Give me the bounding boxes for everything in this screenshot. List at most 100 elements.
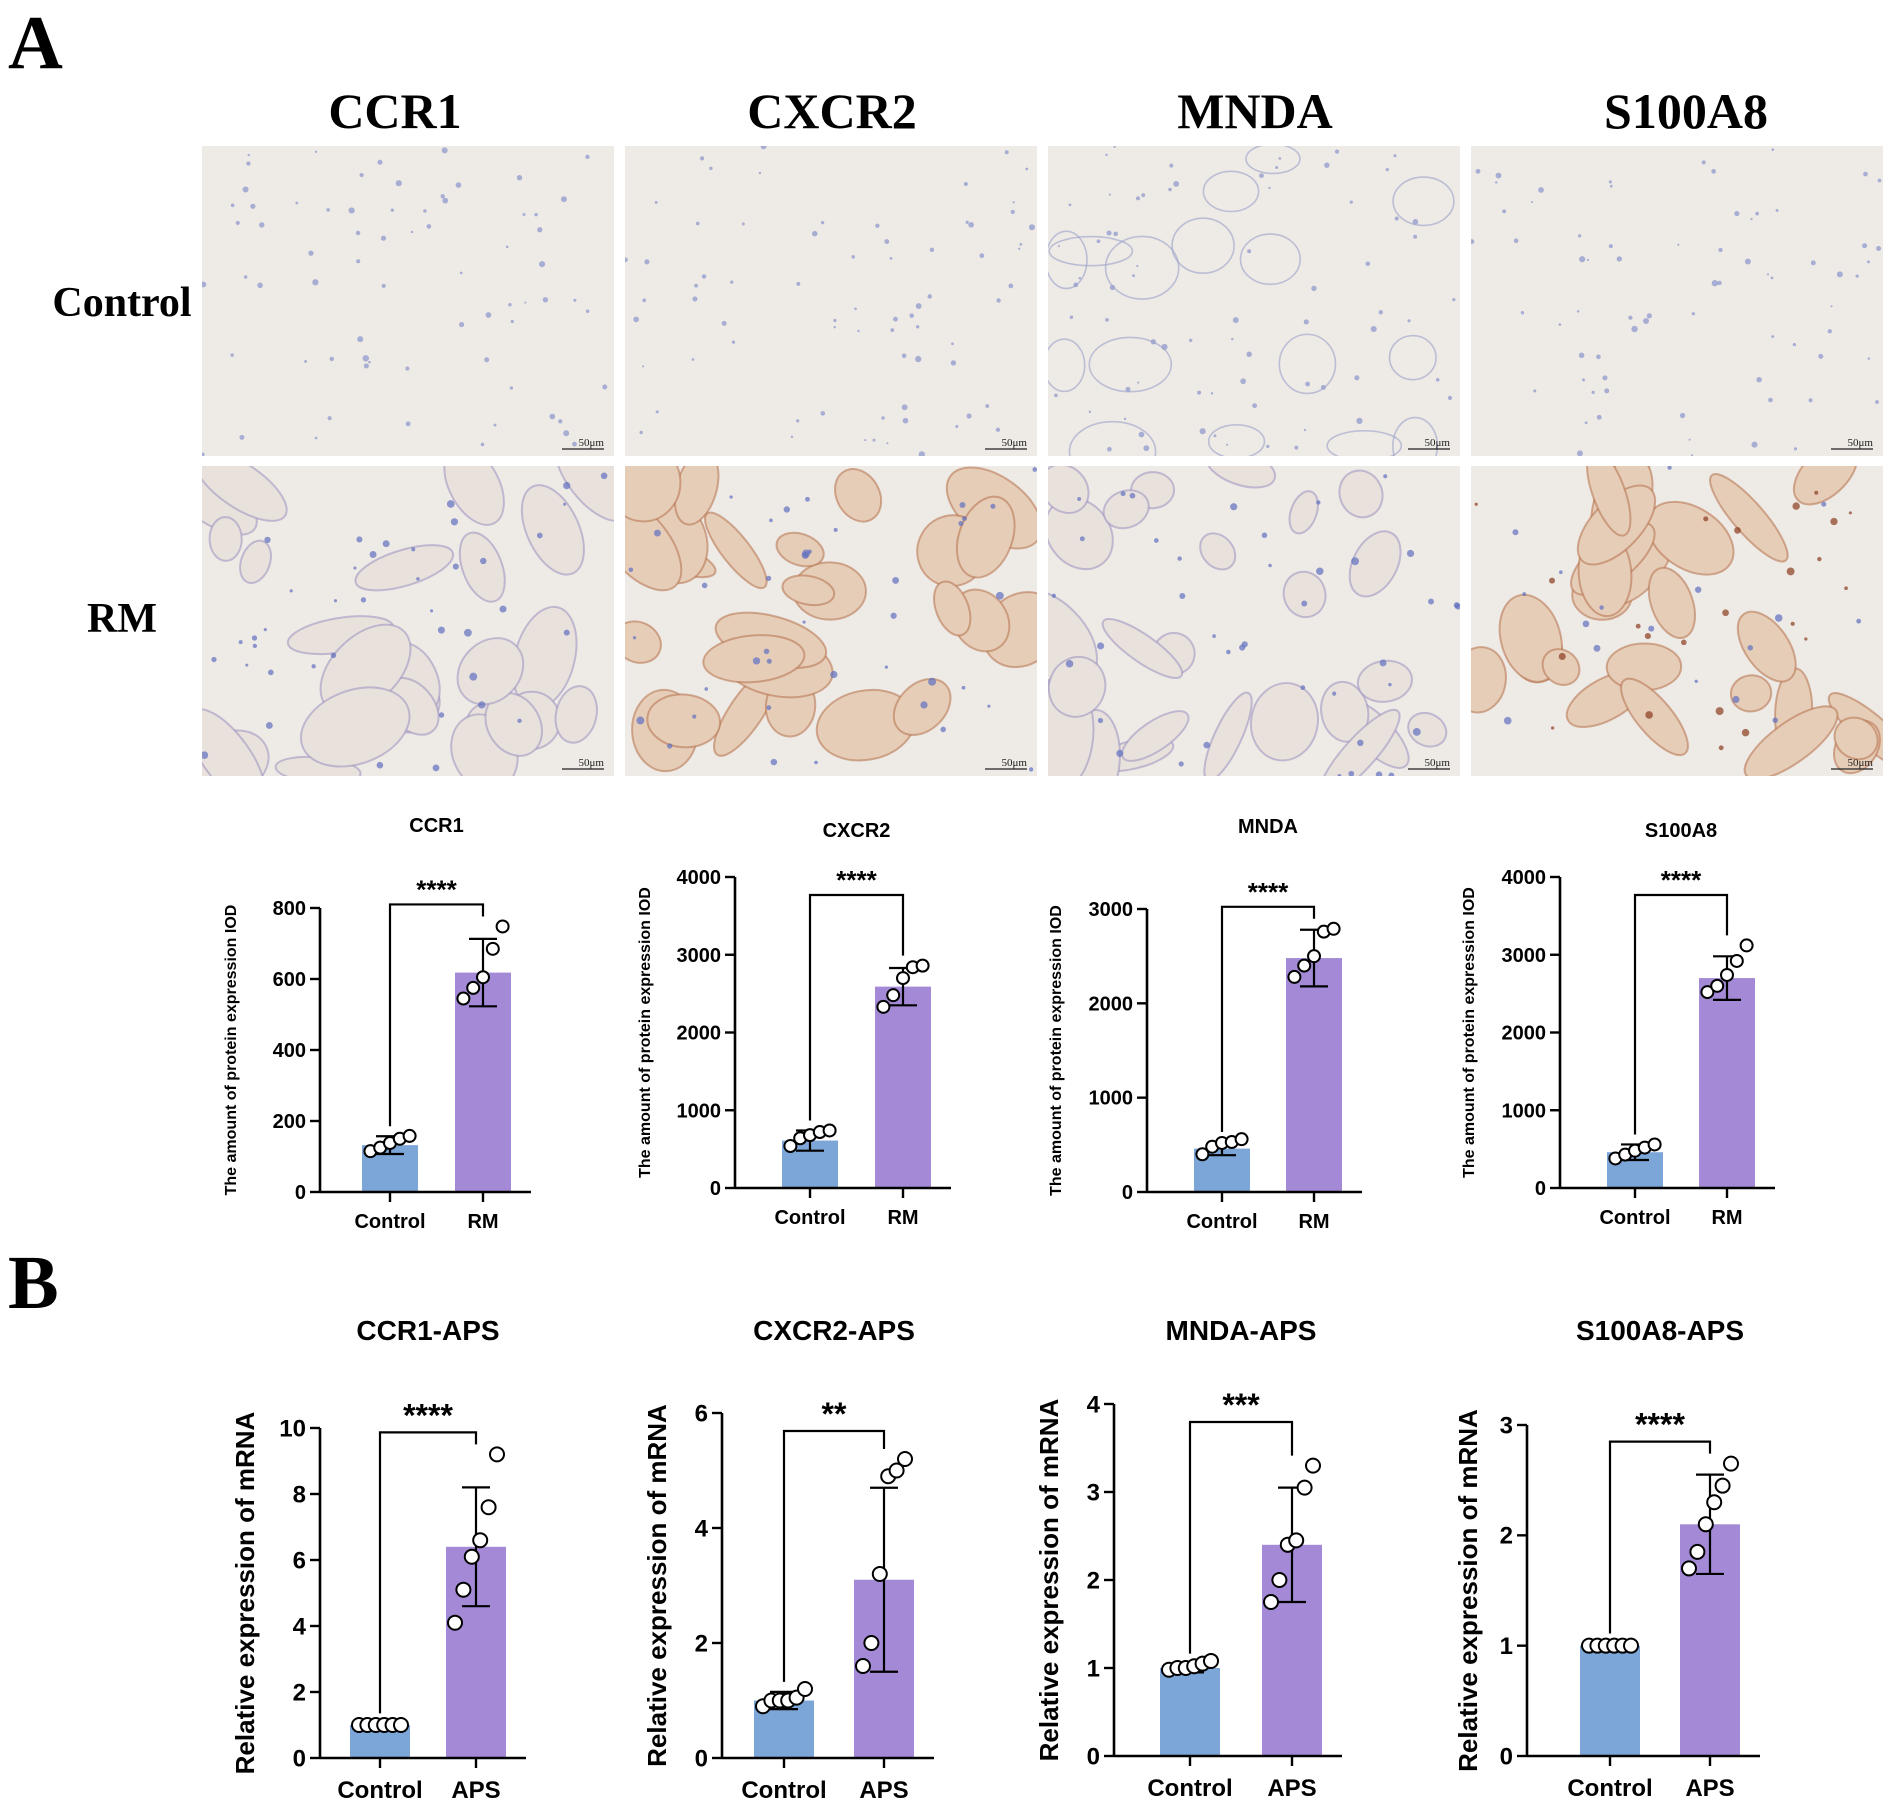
micrograph-ccr1-rm: 50μm xyxy=(202,466,614,776)
y-tick-label: 4000 xyxy=(1502,867,1547,889)
micrograph-row-rm: RM xyxy=(87,596,157,642)
x-tick-label: Control xyxy=(1186,1211,1257,1233)
data-point xyxy=(1697,1516,1714,1533)
data-point xyxy=(1288,1532,1305,1549)
x-tick-label: Control xyxy=(1599,1207,1670,1229)
bar-control xyxy=(1580,1645,1640,1756)
chart-title: CCR1 xyxy=(409,815,463,837)
data-point xyxy=(863,1635,880,1651)
data-point xyxy=(1681,1560,1697,1577)
scale-bar-label: 50μm xyxy=(1848,757,1874,769)
y-tick-label: 2 xyxy=(695,1630,708,1657)
chart-mnda-aps: MNDA-APS Relative expression of mRNA 0 1 2 3 4… xyxy=(1034,1315,1342,1802)
x-tick-label: Control xyxy=(354,1211,425,1233)
y-tick-label: 0 xyxy=(295,1182,306,1204)
data-point xyxy=(1689,1543,1706,1560)
significance-label: **** xyxy=(1635,1407,1685,1443)
scale-bar-label: 50μm xyxy=(579,437,605,449)
data-point xyxy=(1720,967,1734,982)
data-point xyxy=(1203,1652,1219,1669)
y-axis-label: Relative expression of mRNA xyxy=(1034,1398,1064,1761)
y-tick-label: 10 xyxy=(279,1415,306,1442)
bar-rm xyxy=(1699,978,1755,1188)
chart-s100a8: S100A8 The amount of protein expression I… xyxy=(1461,820,1775,1229)
data-point xyxy=(1305,1457,1321,1474)
micrograph-ccr1-control: 50μm xyxy=(202,146,614,456)
data-point xyxy=(402,1128,417,1143)
chart-ccr1-aps: CCR1-APS Relative expression of mRNA 0 2 4 6 8… xyxy=(230,1315,526,1804)
bar-charts: CCR1 The amount of protein expression IOD… xyxy=(223,815,1775,1804)
micrograph-cxcr2-control: 50μm xyxy=(625,146,1037,456)
micrograph-column-ccr1: CCR1 xyxy=(328,83,461,139)
y-tick-label: 2 xyxy=(1500,1523,1513,1550)
data-point xyxy=(1234,1132,1249,1147)
data-point xyxy=(896,971,910,986)
scale-bar-label: 50μm xyxy=(579,757,605,769)
data-point xyxy=(1297,958,1312,973)
data-point xyxy=(1623,1637,1639,1654)
data-point xyxy=(463,1548,480,1565)
significance-bracket xyxy=(1633,893,1729,1135)
significance-label: **** xyxy=(416,874,457,904)
micrograph-cxcr2-rm: 50μm xyxy=(625,466,1037,776)
y-tick-label: 800 xyxy=(273,898,306,920)
data-point xyxy=(1710,978,1725,993)
y-tick-label: 8 xyxy=(293,1481,306,1508)
data-point xyxy=(1287,969,1302,984)
y-tick-label: 2000 xyxy=(1502,1023,1547,1045)
data-point xyxy=(886,988,901,1003)
data-point xyxy=(1723,1455,1739,1472)
data-point xyxy=(1739,938,1754,953)
chart-title: MNDA-APS xyxy=(1166,1315,1317,1346)
y-tick-label: 0 xyxy=(695,1745,708,1772)
data-point xyxy=(1714,1477,1731,1494)
y-tick-label: 1000 xyxy=(1089,1088,1134,1110)
data-point xyxy=(797,1681,813,1697)
y-tick-label: 1 xyxy=(1087,1655,1100,1682)
significance-bracket xyxy=(378,1431,478,1714)
data-point xyxy=(1271,1572,1288,1588)
data-point xyxy=(1729,953,1744,968)
y-tick-label: 4 xyxy=(695,1515,709,1542)
micrograph-grid: 50μm 50μm 50μm 50μm 50μm 50μm 50μm 50μm xyxy=(202,146,1883,776)
chart-title: MNDA xyxy=(1238,816,1298,838)
micrograph-background xyxy=(202,146,614,456)
data-point xyxy=(393,1717,409,1733)
scale-bar-label: 50μm xyxy=(1002,757,1028,769)
micrograph-s100a8-control: 50μm xyxy=(1471,146,1883,456)
significance-bracket xyxy=(1608,1440,1712,1634)
data-point xyxy=(480,1499,497,1516)
y-tick-label: 3000 xyxy=(677,945,722,967)
data-point xyxy=(489,1446,505,1463)
x-tick-label: Control xyxy=(337,1777,422,1804)
micrograph-background xyxy=(625,146,1037,456)
y-tick-label: 600 xyxy=(273,969,306,991)
y-tick-label: 1000 xyxy=(677,1100,722,1122)
significance-label: **** xyxy=(1248,877,1289,907)
chart-title: CCR1-APS xyxy=(356,1315,499,1346)
data-point xyxy=(897,1451,913,1467)
x-tick-label: APS xyxy=(451,1777,500,1804)
chart-mnda: MNDA The amount of protein expression IOD… xyxy=(1048,816,1362,1233)
data-point xyxy=(1263,1594,1279,1610)
micrograph-row-control: Control xyxy=(52,280,191,326)
y-tick-label: 1 xyxy=(1500,1633,1513,1660)
panel-b-letter: B xyxy=(8,1241,59,1325)
y-tick-label: 6 xyxy=(293,1547,306,1574)
y-axis-label: Relative expression of mRNA xyxy=(642,1404,672,1767)
y-tick-label: 0 xyxy=(710,1178,721,1200)
x-tick-label: Control xyxy=(774,1207,845,1229)
y-tick-label: 6 xyxy=(695,1400,708,1427)
y-tick-label: 2000 xyxy=(1089,993,1134,1015)
chart-cxcr2: CXCR2 The amount of protein expression IO… xyxy=(637,820,951,1229)
data-point xyxy=(871,1566,888,1582)
data-point xyxy=(783,1139,798,1154)
x-tick-label: APS xyxy=(859,1777,908,1804)
micrograph-column-mnda: MNDA xyxy=(1177,83,1333,139)
y-axis-label: Relative expression of mRNA xyxy=(1453,1409,1483,1772)
x-tick-label: RM xyxy=(887,1207,918,1229)
y-tick-label: 4 xyxy=(1087,1391,1101,1418)
data-point xyxy=(455,1581,472,1598)
micrograph-background xyxy=(1048,146,1460,456)
